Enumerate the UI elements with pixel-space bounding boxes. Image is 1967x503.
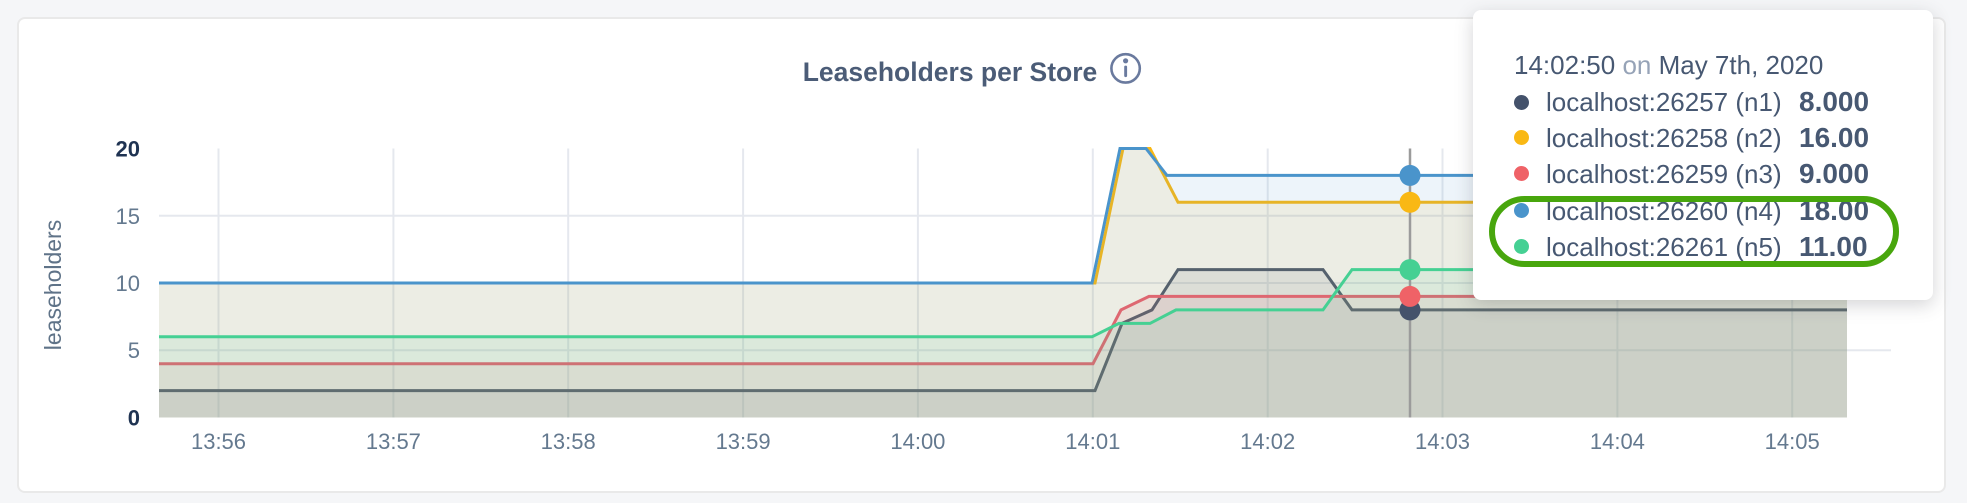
svg-text:13:59: 13:59 xyxy=(716,429,771,454)
svg-text:13:58: 13:58 xyxy=(541,429,596,454)
svg-text:14:04: 14:04 xyxy=(1590,429,1645,454)
svg-text:20: 20 xyxy=(116,137,140,162)
svg-text:13:56: 13:56 xyxy=(191,429,246,454)
svg-text:14:00: 14:00 xyxy=(890,429,945,454)
svg-text:leaseholders: leaseholders xyxy=(40,220,66,350)
svg-text:14:05: 14:05 xyxy=(1765,429,1820,454)
svg-text:0: 0 xyxy=(128,406,140,431)
svg-text:14:01: 14:01 xyxy=(1065,429,1120,454)
svg-text:10: 10 xyxy=(116,271,140,296)
svg-text:14:03: 14:03 xyxy=(1415,429,1470,454)
svg-text:15: 15 xyxy=(116,204,140,229)
svg-text:13:57: 13:57 xyxy=(366,429,421,454)
svg-text:14:02: 14:02 xyxy=(1240,429,1295,454)
svg-text:5: 5 xyxy=(128,338,140,363)
svg-text:Leaseholders per Store: Leaseholders per Store xyxy=(803,57,1098,87)
